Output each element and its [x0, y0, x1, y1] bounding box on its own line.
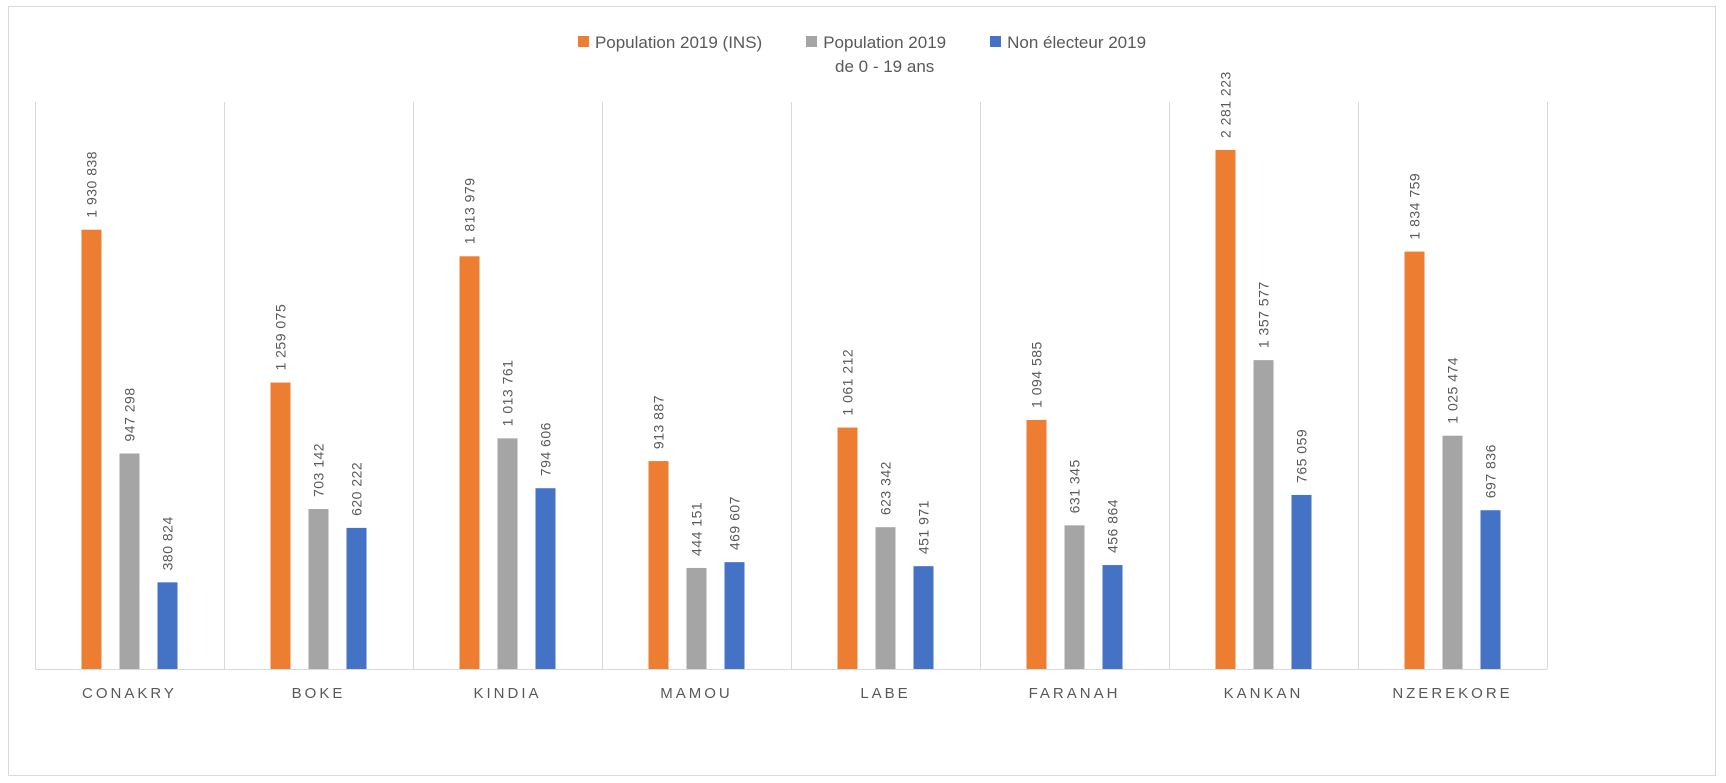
bar-mamou-series-2: [686, 567, 707, 669]
data-label: 1 930 838: [84, 151, 100, 218]
x-tick-label: FARANAH: [1029, 685, 1121, 702]
data-label: 1 834 759: [1407, 173, 1423, 240]
bar-mamou-series-3: [724, 562, 745, 669]
legend: Population 2019 (INS) Population 2019 de…: [9, 31, 1715, 79]
bar-kankan-series-3: [1291, 494, 1312, 669]
x-tick-label: KANKAN: [1224, 685, 1304, 702]
data-label: 913 887: [651, 395, 667, 449]
bar-boke-series-2: [308, 509, 329, 669]
bar-labe-series-1: [837, 427, 858, 669]
bar-nzerekore-series-3: [1480, 510, 1501, 669]
bar-labe-series-2: [875, 527, 896, 669]
bar-kankan-series-2: [1253, 360, 1274, 669]
bar-faranah-series-2: [1064, 525, 1085, 669]
data-label: 623 342: [878, 461, 894, 515]
legend-item-population-ins: Population 2019 (INS): [577, 31, 763, 79]
data-label: 697 836: [1483, 444, 1499, 498]
data-label: 451 971: [916, 500, 932, 554]
data-label: 469 607: [727, 496, 743, 550]
x-tick-label: MAMOU: [660, 685, 733, 702]
bar-conakry-series-2: [119, 453, 140, 669]
data-label: 1 025 474: [1445, 357, 1461, 424]
legend-label: Population 2019 de 0 - 19 ans: [823, 33, 947, 76]
data-label: 620 222: [349, 462, 365, 516]
data-label: 1 013 761: [500, 360, 516, 427]
legend-item-population-0-19: Population 2019 de 0 - 19 ans: [806, 31, 946, 79]
legend-swatch-gray: [806, 36, 818, 47]
data-label: 1 813 979: [462, 178, 478, 245]
data-label: 947 298: [122, 387, 138, 441]
bar-kankan-series-1: [1215, 150, 1236, 669]
bar-kindia-series-2: [497, 438, 518, 669]
bar-kindia-series-1: [459, 256, 480, 669]
data-label: 1 259 075: [273, 304, 289, 371]
x-tick-label: KINDIA: [473, 685, 541, 702]
x-tick-label: LABE: [860, 685, 910, 702]
data-label: 1 061 212: [840, 349, 856, 416]
legend-label: Population 2019 (INS): [594, 33, 763, 52]
bar-faranah-series-3: [1102, 565, 1123, 669]
x-tick-label: CONAKRY: [82, 685, 177, 702]
bar-boke-series-1: [270, 382, 291, 669]
bar-conakry-series-1: [81, 229, 102, 669]
bar-boke-series-3: [346, 527, 367, 669]
legend-swatch-orange: [577, 36, 589, 47]
data-label: 456 864: [1105, 499, 1121, 553]
x-tick-label: BOKE: [292, 685, 346, 702]
data-label: 765 059: [1294, 429, 1310, 483]
x-tick-label: NZEREKORE: [1392, 685, 1512, 702]
data-label: 2 281 223: [1218, 71, 1234, 138]
legend-label: Non électeur 2019: [1007, 33, 1147, 52]
bar-conakry-series-3: [157, 582, 178, 669]
bar-faranah-series-1: [1026, 419, 1047, 669]
data-label: 794 606: [538, 422, 554, 476]
legend-item-non-electeur: Non électeur 2019: [990, 31, 1146, 79]
data-label: 1 094 585: [1029, 341, 1045, 408]
data-label: 703 142: [311, 443, 327, 497]
data-label: 1 357 577: [1256, 281, 1272, 348]
bar-labe-series-3: [913, 566, 934, 669]
data-label: 631 345: [1067, 459, 1083, 513]
bar-nzerekore-series-2: [1442, 435, 1463, 669]
bar-nzerekore-series-1: [1404, 251, 1425, 669]
bar-mamou-series-1: [648, 461, 669, 669]
data-label: 380 824: [160, 516, 176, 570]
chart-frame: Population 2019 (INS) Population 2019 de…: [8, 6, 1716, 776]
legend-swatch-blue: [990, 36, 1002, 47]
data-label: 444 151: [689, 502, 705, 556]
bar-kindia-series-3: [535, 488, 556, 669]
